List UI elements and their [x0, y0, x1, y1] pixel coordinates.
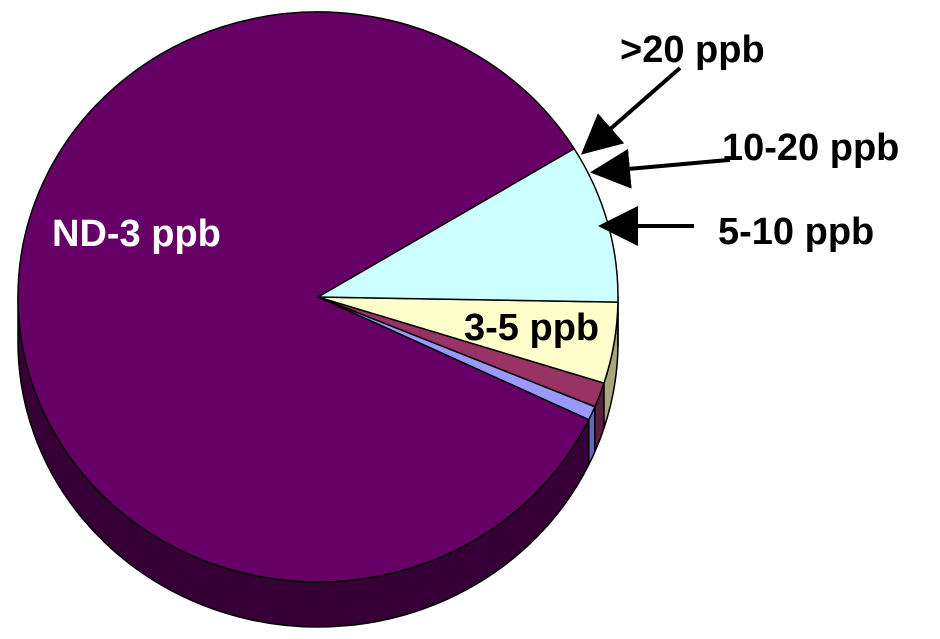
leader-lines	[580, 66, 730, 246]
slice-label-nd-3-ppb: ND-3 ppb	[52, 213, 221, 255]
slice-label-5-10-ppb: 5-10 ppb	[718, 211, 874, 253]
pie-slice-nd-3-ppb	[17, 11, 590, 583]
leader-arrow-20-ppb	[580, 66, 682, 155]
slice-label-20-ppb: >20 ppb	[620, 29, 765, 71]
slice-label-3-5-ppb: 3-5 ppb	[464, 307, 599, 349]
pie-top	[17, 11, 619, 583]
slice-labels: >20 ppb 10-20 ppb 5-10 ppb 3-5 ppb ND-3 ppb	[52, 29, 899, 349]
slice-label-10-20-ppb: 10-20 ppb	[722, 127, 899, 169]
leader-arrow-10-20-ppb	[590, 148, 730, 189]
